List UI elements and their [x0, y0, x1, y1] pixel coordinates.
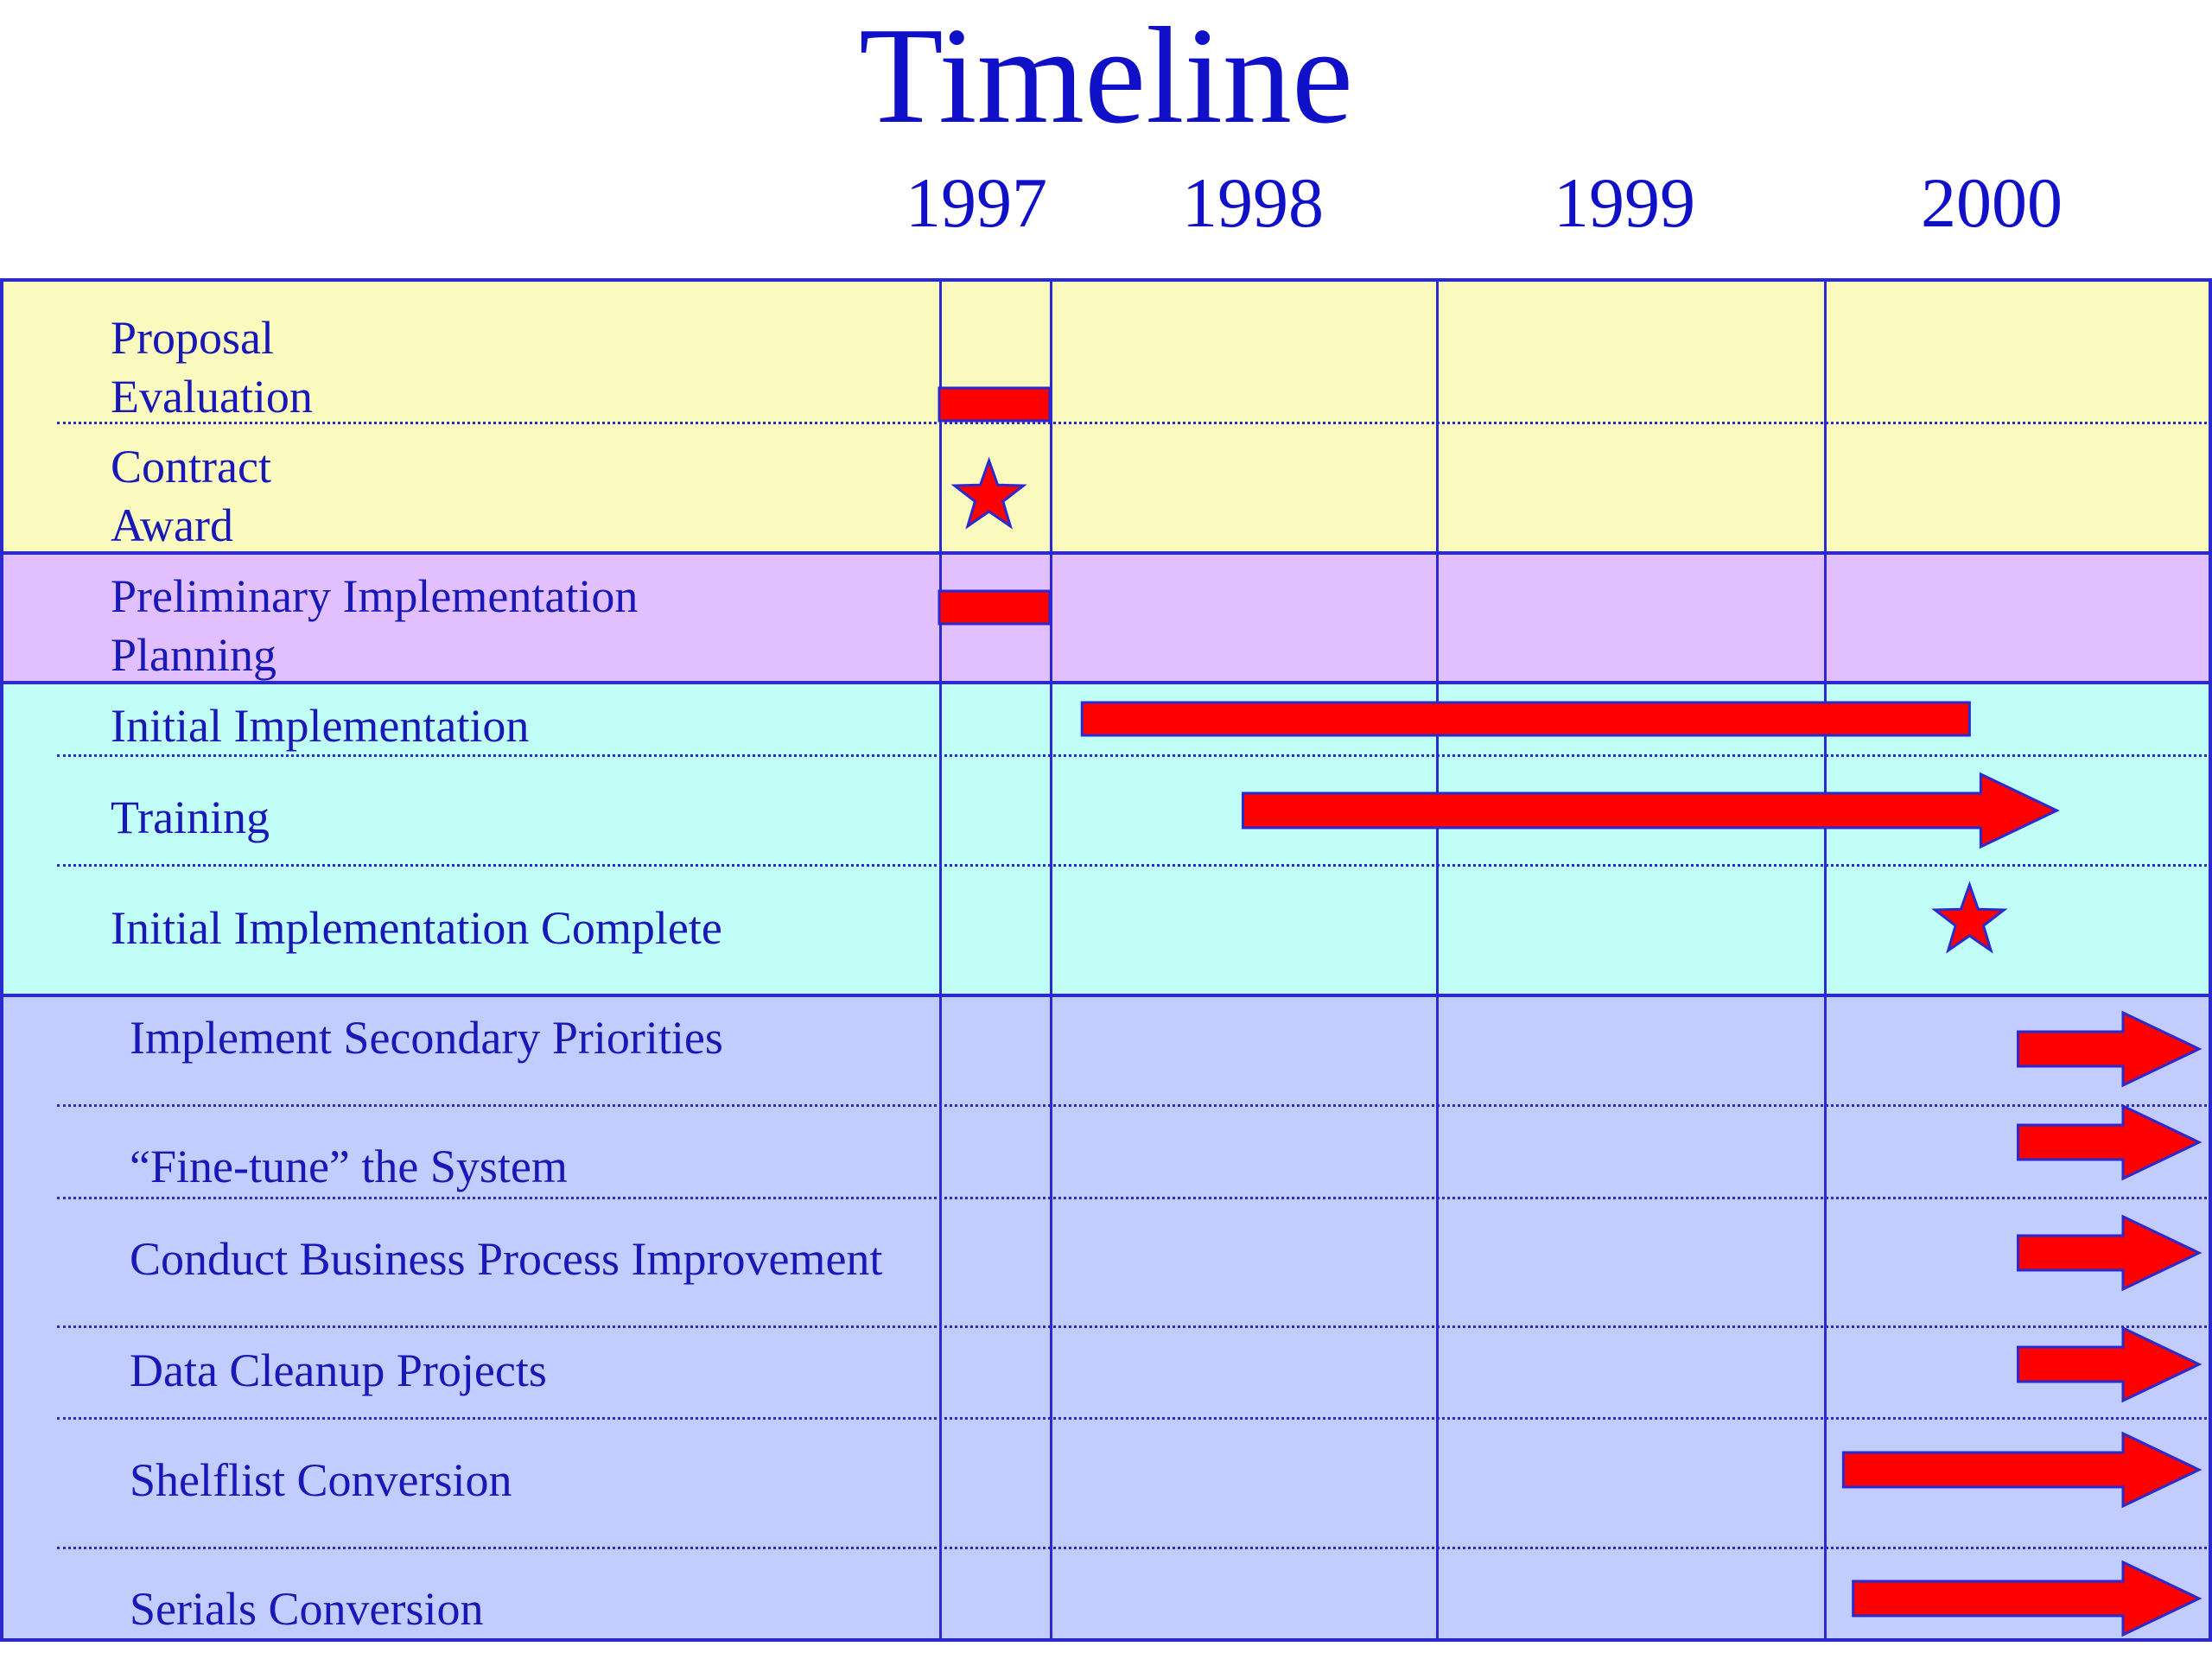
year-label-1997: 1997 [906, 163, 1047, 242]
row-label-initial-implementation: Initial Implementation [111, 700, 530, 752]
row-separator [57, 1104, 2212, 1107]
row-separator [57, 1547, 2212, 1549]
ongoing-arrow [2017, 1010, 2202, 1088]
row-label-preliminary-planning: Preliminary Implementation Planning [111, 570, 639, 681]
row-separator [57, 754, 2212, 757]
row-label-secondary-priorities: Implement Secondary Priorities [130, 1012, 723, 1064]
milestone-star-icon [1931, 880, 2008, 954]
row-separator [57, 422, 2212, 424]
ongoing-arrow [2017, 1103, 2202, 1181]
row-separator [57, 1197, 2212, 1199]
ongoing-arrow [2017, 1325, 2202, 1403]
row-label-training: Training [111, 791, 270, 843]
column-divider-1999 [1436, 278, 1439, 1642]
column-divider-2000 [1824, 278, 1827, 1642]
row-label-fine-tune: “Fine-tune” the System [130, 1141, 568, 1192]
row-label-serials: Serials Conversion [130, 1583, 484, 1635]
row-label-shelflist: Shelflist Conversion [130, 1454, 512, 1506]
row-separator [57, 864, 2212, 867]
slide-title: Timeline [859, 0, 1353, 152]
row-separator [57, 1417, 2212, 1420]
band-secondary-priorities [0, 994, 2212, 1642]
row-label-business-process: Conduct Business Process Improvement [130, 1233, 883, 1285]
ongoing-arrow [1841, 1431, 2202, 1509]
year-label-1998: 1998 [1182, 163, 1324, 242]
duration-bar [938, 589, 1052, 626]
column-divider-label [939, 278, 942, 1642]
row-label-contract-award: Contract Award [111, 441, 271, 551]
band-preliminary-planning [0, 551, 2212, 683]
row-label-initial-complete: Initial Implementation Complete [111, 902, 722, 954]
duration-bar [938, 386, 1052, 423]
row-label-proposal-evaluation: Proposal Evaluation [111, 312, 313, 423]
row-label-data-cleanup: Data Cleanup Projects [130, 1344, 547, 1396]
duration-bar [1080, 701, 1971, 737]
ongoing-arrow [1242, 772, 2060, 849]
year-label-1999: 1999 [1554, 163, 1695, 242]
ongoing-arrow [1852, 1560, 2202, 1637]
year-label-2000: 2000 [1921, 163, 2063, 242]
ongoing-arrow [2017, 1214, 2202, 1292]
column-divider-1998 [1050, 278, 1052, 1642]
milestone-star-icon [950, 456, 1027, 530]
row-separator [57, 1325, 2212, 1328]
